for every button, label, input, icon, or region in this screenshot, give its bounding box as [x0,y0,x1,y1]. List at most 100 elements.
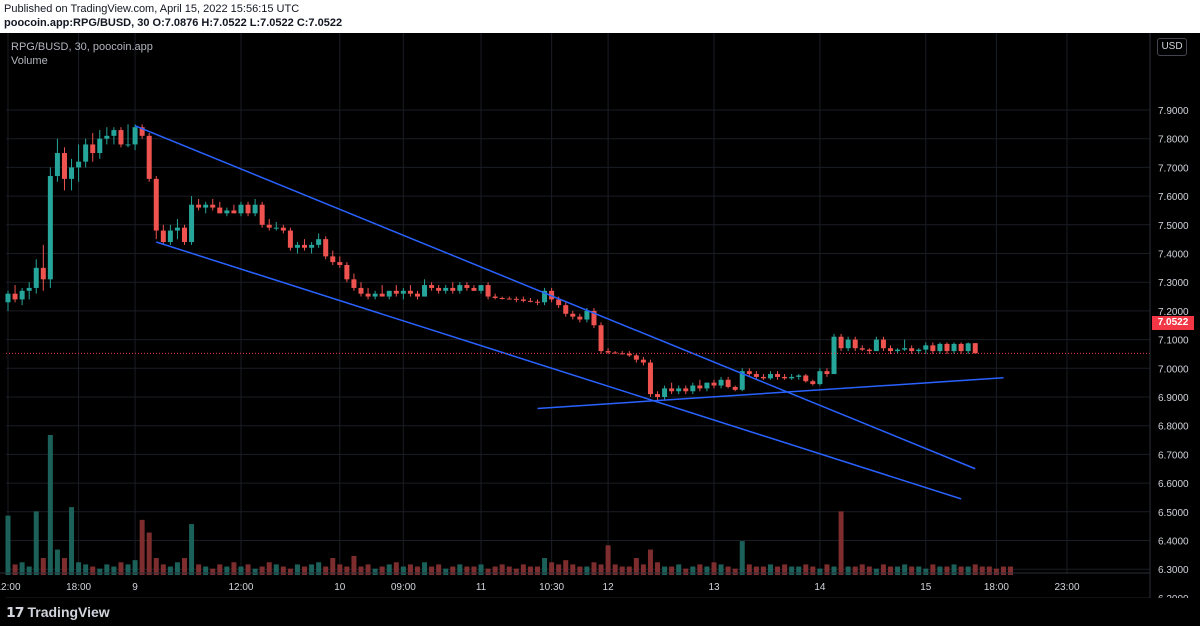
price-tick-label: 6.7000 [1158,450,1189,461]
volume-bar [471,566,477,575]
volume-bar [824,564,830,575]
candle-body [224,210,230,214]
candle-body [54,153,60,177]
candle-body [182,227,187,243]
volume-bar [1000,566,1006,575]
candle-body [746,371,752,375]
volume-bar [372,568,378,575]
volume-bar [951,564,957,575]
candle-body [718,379,724,386]
candle-body [972,343,978,354]
volume-bar [986,566,992,575]
volume-bar [252,568,258,575]
volume-bar [542,558,548,575]
volume-bar [796,566,802,575]
price-tick-label: 7.1000 [1158,336,1189,347]
candle-body [464,285,470,288]
volume-bar [944,566,950,575]
price-chart[interactable]: 7.9000 7.8000 7.7000 7.6000 7.5000 7.4000 7.30… [0,33,1200,598]
time-axis: 12:00 18:00 9 12:00 10 09:00 11 10:30 12 13 14 15 18… [0,572,1150,593]
candle-body [626,353,632,356]
volume-bar [527,566,533,575]
candle-body [97,138,103,154]
volume-bar [584,566,590,575]
candle-body [76,161,82,168]
volume-bar [302,566,308,575]
volume-bar [655,562,661,575]
candle-body [852,339,858,349]
candle-body [47,176,53,280]
volume-bar [803,564,809,575]
volume-bar [880,564,886,575]
tradingview-logo[interactable]: 𝟭𝟳 TradingView [6,604,110,621]
volume-bar [76,562,82,575]
candle-body [640,359,646,363]
candle-body [273,227,279,229]
volume-bar [937,566,943,575]
volume-bar [535,566,540,575]
price-tick-label: 7.3000 [1158,278,1189,289]
candle-body [5,293,11,303]
candle-body [238,204,244,214]
volume-bar [174,562,180,575]
candle-body [732,386,738,390]
volume-bar [549,562,555,575]
time-tick-label: 14 [814,582,826,593]
candle-body [146,135,152,179]
candle-body [160,230,166,243]
candle-body [316,239,322,245]
candle-body [888,348,893,352]
price-tick-label: 6.6000 [1158,479,1189,490]
candle-body [379,293,385,297]
volume-bar [365,564,371,575]
candle-body [499,297,505,299]
volume-bar [647,549,653,575]
candle-body [958,343,964,352]
currency-button[interactable]: USD [1157,38,1187,56]
volume-bar [556,564,562,575]
candle-body [104,135,110,139]
candle-body [337,262,343,265]
volume-legend: Volume [11,55,48,67]
volume-bar [619,566,625,575]
volume-bar [358,566,364,575]
volume-bar [633,558,639,575]
volume-bar [280,566,286,575]
volume-bar [436,564,442,575]
candle-body [436,287,442,291]
candle-body [697,385,703,389]
volume-bar [662,566,668,575]
candle-body [61,153,67,179]
volume-bar [90,566,96,575]
volume-bar [888,566,893,575]
volume-bar [683,568,689,575]
candle-body [803,375,809,382]
volume-bar [563,560,569,575]
candle-body [83,144,89,162]
candle-body [351,279,357,288]
volume-bar [97,568,103,575]
candle-body [944,343,950,352]
price-tick-label: 7.5000 [1158,221,1189,232]
candle-body [492,296,498,298]
volume-bar [189,524,195,575]
candle-body [916,349,922,352]
candle-body [210,204,216,208]
volume-bar [789,566,795,575]
candle-body [393,290,399,294]
candle-body [309,244,315,248]
volume-bar [238,566,244,575]
candle-body [471,287,477,291]
candle-body [873,339,879,352]
volume-bar [478,564,484,575]
candle-body [400,290,406,294]
volume-bar [309,564,315,575]
candle-body [633,355,639,360]
candle-body [118,130,124,145]
volume-bar [337,564,343,575]
candle-body [40,267,46,280]
candle-body [760,376,766,379]
volume-bar [167,566,173,575]
volume-bar [464,566,470,575]
volume-bar [351,555,357,575]
